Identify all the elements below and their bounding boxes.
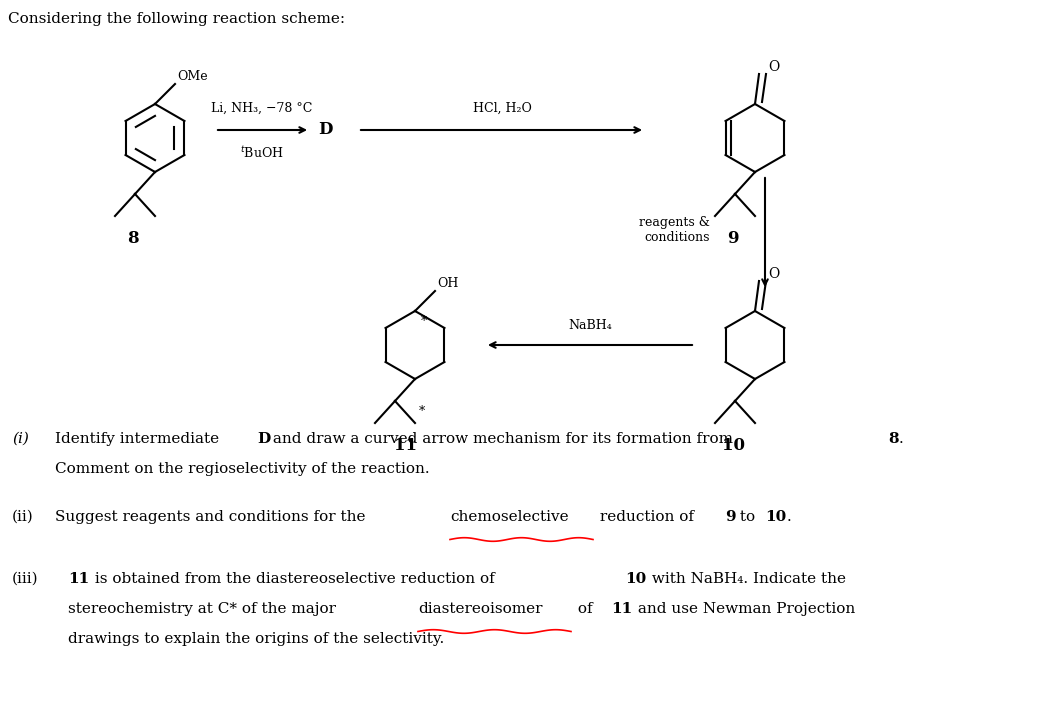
Text: Comment on the regioselectivity of the reaction.: Comment on the regioselectivity of the r… bbox=[55, 462, 430, 476]
Text: (iii): (iii) bbox=[11, 572, 39, 586]
Text: with NaBH₄. Indicate the: with NaBH₄. Indicate the bbox=[647, 572, 846, 586]
Text: *: * bbox=[419, 405, 425, 418]
Text: reagents &
conditions: reagents & conditions bbox=[639, 216, 710, 244]
Text: of: of bbox=[573, 602, 597, 616]
Text: 10: 10 bbox=[721, 437, 744, 454]
Text: D: D bbox=[318, 121, 332, 138]
Text: Identify intermediate: Identify intermediate bbox=[55, 432, 224, 446]
Text: 8: 8 bbox=[888, 432, 899, 446]
Text: 11: 11 bbox=[394, 437, 417, 454]
Text: 8: 8 bbox=[127, 230, 139, 247]
Text: *: * bbox=[421, 315, 427, 328]
Text: diastereoisomer: diastereoisomer bbox=[418, 602, 543, 616]
Text: D: D bbox=[257, 432, 270, 446]
Text: O: O bbox=[768, 267, 779, 281]
Text: stereochemistry at C* of the major: stereochemistry at C* of the major bbox=[68, 602, 341, 616]
Text: O: O bbox=[768, 60, 779, 74]
Text: .: . bbox=[787, 510, 791, 524]
Text: 9: 9 bbox=[728, 230, 739, 247]
Text: 10: 10 bbox=[625, 572, 646, 586]
Text: to: to bbox=[735, 510, 760, 524]
Text: drawings to explain the origins of the selectivity.: drawings to explain the origins of the s… bbox=[68, 632, 445, 646]
Text: NaBH₄: NaBH₄ bbox=[568, 319, 612, 332]
Text: chemoselective: chemoselective bbox=[450, 510, 569, 524]
Text: HCl, H₂O: HCl, H₂O bbox=[473, 102, 531, 115]
Text: Considering the following reaction scheme:: Considering the following reaction schem… bbox=[8, 12, 346, 26]
Text: $^t$BuOH: $^t$BuOH bbox=[240, 145, 284, 160]
Text: 11: 11 bbox=[611, 602, 633, 616]
Text: 9: 9 bbox=[725, 510, 736, 524]
Text: Suggest reagents and conditions for the: Suggest reagents and conditions for the bbox=[55, 510, 371, 524]
Text: and use Newman Projection: and use Newman Projection bbox=[633, 602, 855, 616]
Text: 10: 10 bbox=[765, 510, 786, 524]
Text: OH: OH bbox=[437, 277, 458, 290]
Text: Li, NH₃, −78 °C: Li, NH₃, −78 °C bbox=[211, 102, 313, 115]
Text: (ii): (ii) bbox=[11, 510, 33, 524]
Text: .: . bbox=[899, 432, 904, 446]
Text: reduction of: reduction of bbox=[595, 510, 698, 524]
Text: is obtained from the diastereoselective reduction of: is obtained from the diastereoselective … bbox=[90, 572, 500, 586]
Text: 11: 11 bbox=[68, 572, 89, 586]
Text: and draw a curved arrow mechanism for its formation from: and draw a curved arrow mechanism for it… bbox=[268, 432, 738, 446]
Text: (i): (i) bbox=[11, 432, 29, 446]
Text: OMe: OMe bbox=[177, 70, 208, 83]
